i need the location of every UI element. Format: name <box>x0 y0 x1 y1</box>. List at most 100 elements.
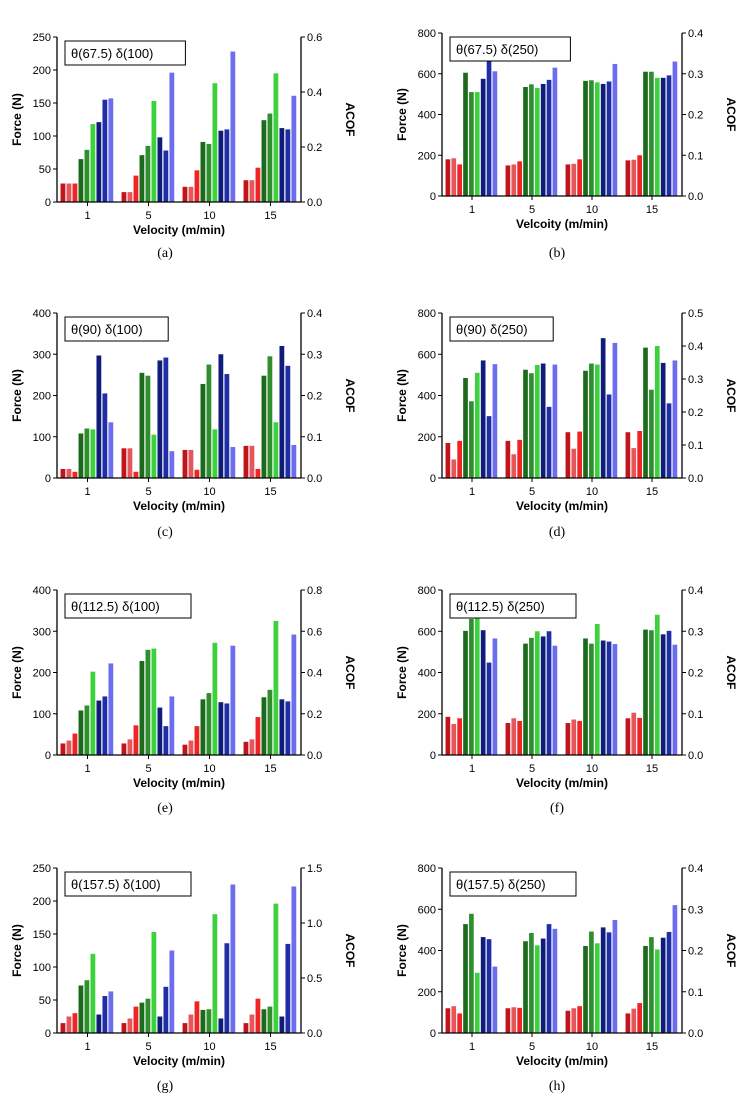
y-tick-label-b-3: 600 <box>418 69 436 81</box>
bar-g-cat0-series0 <box>60 1023 66 1033</box>
bar-d-cat1-series7 <box>546 406 552 478</box>
bar-b-cat1-series5 <box>534 88 540 196</box>
y2-tick-label-a-2: 0.4 <box>307 87 322 99</box>
x-tick-label-g-1: 5 <box>145 1041 151 1053</box>
bar-d-cat3-series6 <box>660 362 666 478</box>
bar-f-cat0-series1 <box>451 724 457 755</box>
y-tick-label-a-4: 200 <box>33 65 51 77</box>
bar-g-cat0-series2 <box>72 1013 78 1033</box>
bar-d-cat2-series3 <box>583 370 588 478</box>
bar-c-cat1-series8 <box>169 451 175 478</box>
bar-a-cat1-series6 <box>157 137 163 202</box>
bar-c-cat1-series7 <box>163 357 169 478</box>
legend-title-f: θ(112.5) δ(250) <box>456 599 545 614</box>
bar-b-cat0-series0 <box>445 159 451 196</box>
bar-c-cat3-series4 <box>267 356 273 478</box>
bar-b-cat1-series8 <box>552 67 558 196</box>
bar-b-cat1-series6 <box>540 83 546 196</box>
bar-c-cat2-series4 <box>206 364 212 478</box>
bar-f-cat2-series6 <box>600 640 606 755</box>
bar-g-cat1-series7 <box>163 986 169 1033</box>
bar-f-cat1-series0 <box>505 723 511 755</box>
bar-h-cat1-series6 <box>540 938 546 1033</box>
bar-h-cat0-series2 <box>457 1013 462 1033</box>
bar-c-cat0-series4 <box>84 428 90 478</box>
bar-f-cat3-series0 <box>625 718 631 755</box>
bar-e-cat0-series2 <box>72 733 78 755</box>
caption-a: (a) <box>157 246 173 261</box>
y2-tick-label-e-3: 0.6 <box>307 626 322 638</box>
bar-g-cat0-series5 <box>90 953 96 1033</box>
y-axis-title-e: Force (N) <box>10 646 24 699</box>
bar-f-cat1-series7 <box>546 631 552 755</box>
bar-d-cat1-series4 <box>529 373 534 478</box>
bar-g-cat0-series8 <box>108 991 114 1033</box>
bar-d-cat2-series4 <box>589 363 594 478</box>
bar-h-cat2-series7 <box>606 932 612 1033</box>
bar-b-cat3-series5 <box>654 77 660 196</box>
bar-g-cat1-series3 <box>139 1002 145 1033</box>
bar-d-cat1-series0 <box>505 440 511 479</box>
y2-tick-label-g-1: 0.5 <box>307 973 322 985</box>
y-tick-label-a-2: 100 <box>33 131 51 143</box>
bar-f-cat2-series2 <box>577 720 582 755</box>
y-tick-label-c-1: 100 <box>33 432 51 444</box>
y2-tick-label-f-0: 0.0 <box>688 750 703 762</box>
y-tick-label-e-3: 300 <box>33 626 51 638</box>
y-tick-label-h-3: 600 <box>418 904 436 916</box>
bar-h-cat1-series2 <box>517 1007 522 1033</box>
y-tick-label-e-2: 200 <box>33 668 51 680</box>
bar-f-cat1-series6 <box>540 636 546 755</box>
bar-d-cat1-series6 <box>540 363 546 478</box>
y-tick-label-d-2: 400 <box>418 391 436 403</box>
bar-a-cat3-series4 <box>267 113 273 202</box>
bar-e-cat1-series6 <box>157 707 163 755</box>
y-tick-label-f-2: 400 <box>418 668 436 680</box>
x-axis-title-a: Velocity (m/min) <box>133 223 225 237</box>
bar-b-cat1-series7 <box>546 79 552 196</box>
bar-b-cat0-series8 <box>492 71 498 196</box>
bar-f-cat3-series3 <box>643 629 648 755</box>
y-tick-label-d-0: 0 <box>430 473 436 485</box>
y2-axis-title-h: ACOF <box>724 934 738 968</box>
bar-g-cat2-series8 <box>230 884 236 1033</box>
bar-a-cat2-series8 <box>230 51 236 202</box>
y-tick-label-c-3: 300 <box>33 349 51 361</box>
y-tick-label-h-0: 0 <box>430 1028 436 1040</box>
bar-b-cat3-series3 <box>643 71 648 196</box>
bar-e-cat3-series5 <box>273 620 279 755</box>
caption-f: (f) <box>550 801 564 816</box>
y-tick-label-c-0: 0 <box>45 473 51 485</box>
bar-a-cat0-series6 <box>96 122 102 202</box>
bar-a-cat0-series8 <box>108 98 114 202</box>
legend-box-h <box>449 871 577 897</box>
y-tick-label-f-1: 200 <box>418 709 436 721</box>
bar-h-cat3-series0 <box>625 1013 631 1033</box>
bar-d-cat2-series6 <box>600 338 606 478</box>
bar-f-cat3-series5 <box>654 614 660 755</box>
caption-b: (b) <box>549 246 566 261</box>
bar-e-cat1-series0 <box>121 743 127 755</box>
bar-d-cat0-series5 <box>474 372 480 478</box>
bar-b-cat1-series1 <box>511 164 517 196</box>
bar-a-cat3-series1 <box>249 180 255 202</box>
bar-b-cat0-series5 <box>474 92 480 196</box>
x-axis-title-b: Velcoity (m/min) <box>516 217 608 231</box>
bar-a-cat2-series0 <box>182 186 188 202</box>
y-tick-label-c-2: 200 <box>33 391 51 403</box>
y-tick-label-g-0: 0 <box>45 1028 51 1040</box>
bar-f-cat2-series8 <box>612 644 618 755</box>
y2-tick-label-c-2: 0.2 <box>307 391 322 403</box>
bar-d-cat2-series8 <box>612 342 618 478</box>
y2-tick-label-h-3: 0.3 <box>688 904 703 916</box>
y-tick-label-d-1: 200 <box>418 432 436 444</box>
bar-a-cat0-series7 <box>102 99 108 202</box>
y2-tick-label-d-4: 0.4 <box>688 341 703 353</box>
bar-c-cat2-series7 <box>224 374 230 478</box>
bar-c-cat0-series8 <box>108 422 114 478</box>
bar-h-cat2-series0 <box>565 1010 571 1033</box>
legend-title-e: θ(112.5) δ(100) <box>71 599 160 614</box>
y2-tick-label-b-4: 0.4 <box>688 28 703 40</box>
bar-b-cat0-series6 <box>480 78 486 196</box>
y-tick-label-a-0: 0 <box>45 197 51 209</box>
